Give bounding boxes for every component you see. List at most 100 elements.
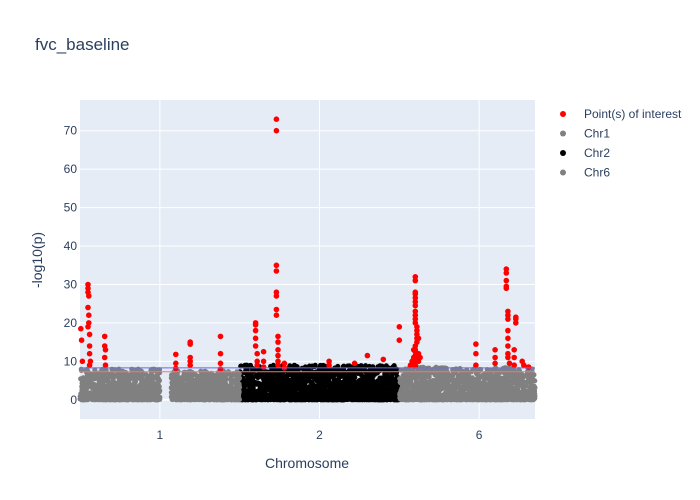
chr1-point (148, 380, 153, 385)
chr1-point (121, 382, 126, 387)
chr1-point (129, 373, 134, 378)
chr6-point (482, 390, 487, 395)
chr2-point (251, 386, 256, 391)
chr1-point (93, 396, 98, 401)
chr1-point (172, 379, 177, 384)
chr2-point (393, 379, 398, 384)
chr1-point (122, 397, 127, 402)
chr2-point (269, 396, 274, 401)
chr2-point (334, 387, 339, 392)
chr2-point (355, 396, 360, 401)
chr1-point (151, 397, 156, 402)
chr1-point (210, 387, 215, 392)
chr6-point (414, 392, 419, 397)
chr6-point (509, 383, 514, 388)
chr6-point (479, 397, 484, 402)
chr1-point (103, 392, 108, 397)
chr2-point (367, 385, 372, 390)
chr6-point (514, 395, 519, 400)
chr6-point (472, 389, 477, 394)
chr1-point (230, 380, 235, 385)
chr6-point (501, 379, 506, 384)
chr1-point (142, 381, 147, 386)
chr1-point (102, 372, 107, 377)
chr1-point (191, 379, 196, 384)
chr2-point (278, 389, 283, 394)
chr6-point (477, 382, 482, 387)
chr1-point (194, 373, 199, 378)
chr1-point (236, 396, 241, 401)
chr6-point (503, 392, 508, 397)
chr2-point (338, 373, 343, 378)
chr6-point (484, 395, 489, 400)
chr2-point (376, 364, 381, 369)
chr1-point (113, 396, 118, 401)
chr1-point (93, 388, 98, 393)
chr6-point (420, 366, 425, 371)
chr6-point (533, 394, 538, 399)
chr6-point (453, 395, 458, 400)
chr2-point (385, 373, 390, 378)
chr1-point (203, 390, 208, 395)
chr2-point (338, 397, 343, 402)
chr2-point (250, 396, 255, 401)
chr6-point (434, 379, 439, 384)
chr1-point (135, 385, 140, 390)
chr2-point (351, 378, 356, 383)
chr6-point (435, 387, 440, 392)
chr2-point (326, 388, 331, 393)
chr6-point (440, 397, 445, 402)
chr1-point (207, 393, 212, 398)
chr1-point (139, 397, 144, 402)
chr6-point (515, 370, 520, 375)
chr2-point (352, 384, 357, 389)
chr1-point (108, 386, 113, 391)
chr2-point (281, 382, 286, 387)
chr2-point (371, 381, 376, 386)
chr2-point (362, 397, 367, 402)
chr2-point (242, 390, 247, 395)
chr1-point (174, 392, 179, 397)
chr6-point (525, 395, 530, 400)
chr1-point (180, 377, 185, 382)
chr6-point (529, 378, 534, 383)
chr6-point (427, 383, 432, 388)
chr2-point (253, 391, 258, 396)
chr2-point (296, 375, 301, 380)
chr2-point (263, 397, 268, 402)
chr2-point (387, 381, 392, 386)
chr2-point (375, 396, 380, 401)
chr2-point (310, 381, 315, 386)
chr1-point (115, 381, 120, 386)
chr1-point (142, 386, 147, 391)
chr6-point (501, 370, 506, 375)
chr1-point (133, 380, 138, 385)
chr2-point (249, 376, 254, 381)
chr1-point (107, 374, 112, 379)
chr2-point (315, 397, 320, 402)
chr2-point (362, 367, 367, 372)
chr2-point (310, 364, 315, 369)
chr2-point (363, 380, 368, 385)
chr1-point (87, 396, 92, 401)
chr1-point (131, 389, 136, 394)
chr1-point (236, 389, 241, 394)
chr1-point (123, 370, 128, 375)
chr2-point (360, 390, 365, 395)
chr2-point (315, 379, 320, 384)
chr1-point (85, 390, 90, 395)
chr6-point (403, 397, 408, 402)
chr1-point (204, 397, 209, 402)
chr6-point (517, 390, 522, 395)
chr6-point (462, 374, 467, 379)
chr6-point (491, 380, 496, 385)
chr2-point (389, 388, 394, 393)
chr1-point (81, 384, 86, 389)
chr1-point (80, 391, 85, 396)
chr1-point (127, 378, 132, 383)
chr1-point (203, 373, 208, 378)
chr6-point (417, 397, 422, 402)
chr2-point (325, 397, 330, 402)
chr6-point (457, 386, 462, 391)
